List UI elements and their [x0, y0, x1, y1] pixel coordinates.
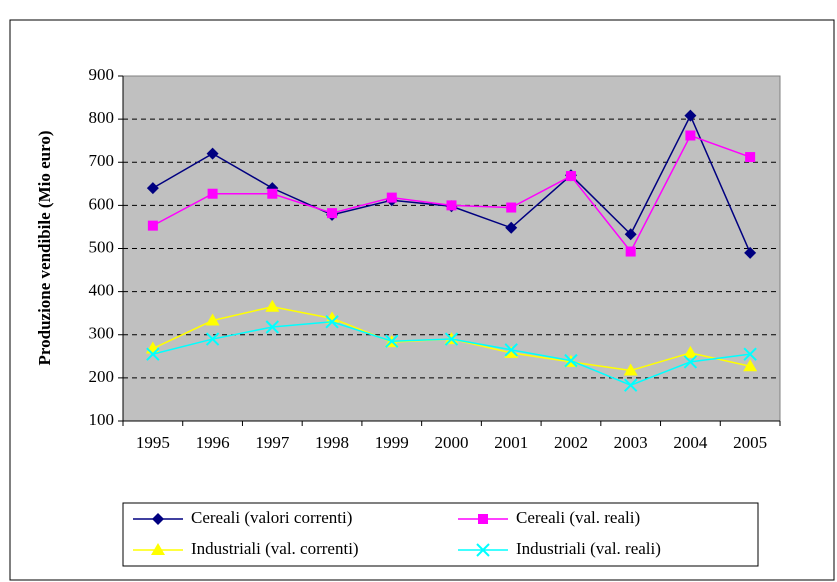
marker [446, 200, 457, 211]
y-tick-label: 700 [89, 151, 115, 170]
legend-box [122, 502, 759, 567]
y-tick-label: 200 [89, 367, 115, 386]
marker [386, 192, 397, 203]
y-tick-label: 900 [89, 65, 115, 84]
y-tick-label: 100 [89, 410, 115, 429]
marker [506, 202, 517, 213]
marker [146, 347, 160, 361]
marker [327, 208, 338, 219]
y-tick-label: 400 [89, 281, 115, 300]
marker [505, 221, 518, 234]
marker [565, 171, 576, 182]
legend-label: Industriali (val. correnti) [191, 539, 359, 558]
legend-label: Cereali (valori correnti) [191, 508, 352, 527]
marker [623, 378, 638, 392]
x-tick-label: 2000 [435, 433, 469, 452]
marker [625, 246, 636, 257]
marker [684, 109, 697, 122]
marker [745, 152, 756, 163]
marker [151, 543, 165, 555]
legend-label: Industriali (val. reali) [516, 539, 661, 558]
x-tick-label: 1997 [255, 433, 290, 452]
marker [624, 228, 637, 241]
x-tick-label: 2003 [614, 433, 648, 452]
y-tick-label: 300 [89, 324, 115, 343]
marker [267, 188, 278, 199]
marker [623, 363, 638, 376]
legend-label: Cereali (val. reali) [516, 508, 640, 527]
y-tick-label: 500 [89, 237, 115, 256]
marker [683, 345, 698, 358]
marker [685, 130, 696, 141]
marker [444, 332, 459, 346]
marker [146, 182, 159, 195]
marker [564, 353, 578, 368]
y-tick-label: 800 [89, 108, 115, 127]
marker [385, 334, 399, 348]
x-tick-label: 2005 [733, 433, 767, 452]
marker [206, 147, 219, 160]
marker [504, 345, 519, 358]
x-tick-label: 1998 [315, 433, 349, 452]
marker [265, 320, 280, 334]
marker [478, 514, 488, 524]
marker [265, 299, 280, 312]
marker [152, 513, 164, 525]
x-tick-label: 1995 [136, 433, 170, 452]
x-tick-label: 2004 [673, 433, 708, 452]
marker [476, 543, 490, 557]
marker [743, 359, 758, 372]
x-tick-label: 1999 [375, 433, 409, 452]
marker [325, 315, 339, 329]
y-tick-label: 600 [89, 194, 115, 213]
marker [325, 311, 340, 324]
x-tick-label: 1996 [196, 433, 230, 452]
marker [744, 246, 757, 259]
marker [683, 355, 698, 369]
marker [205, 313, 220, 326]
y-axis-label: Produzione vendibile (Mio euro) [35, 130, 54, 365]
x-tick-label: 2001 [494, 433, 528, 452]
marker [743, 347, 757, 361]
marker [207, 188, 218, 199]
marker [205, 332, 220, 346]
marker [504, 343, 518, 357]
x-tick-label: 2002 [554, 433, 588, 452]
marker [147, 220, 158, 231]
